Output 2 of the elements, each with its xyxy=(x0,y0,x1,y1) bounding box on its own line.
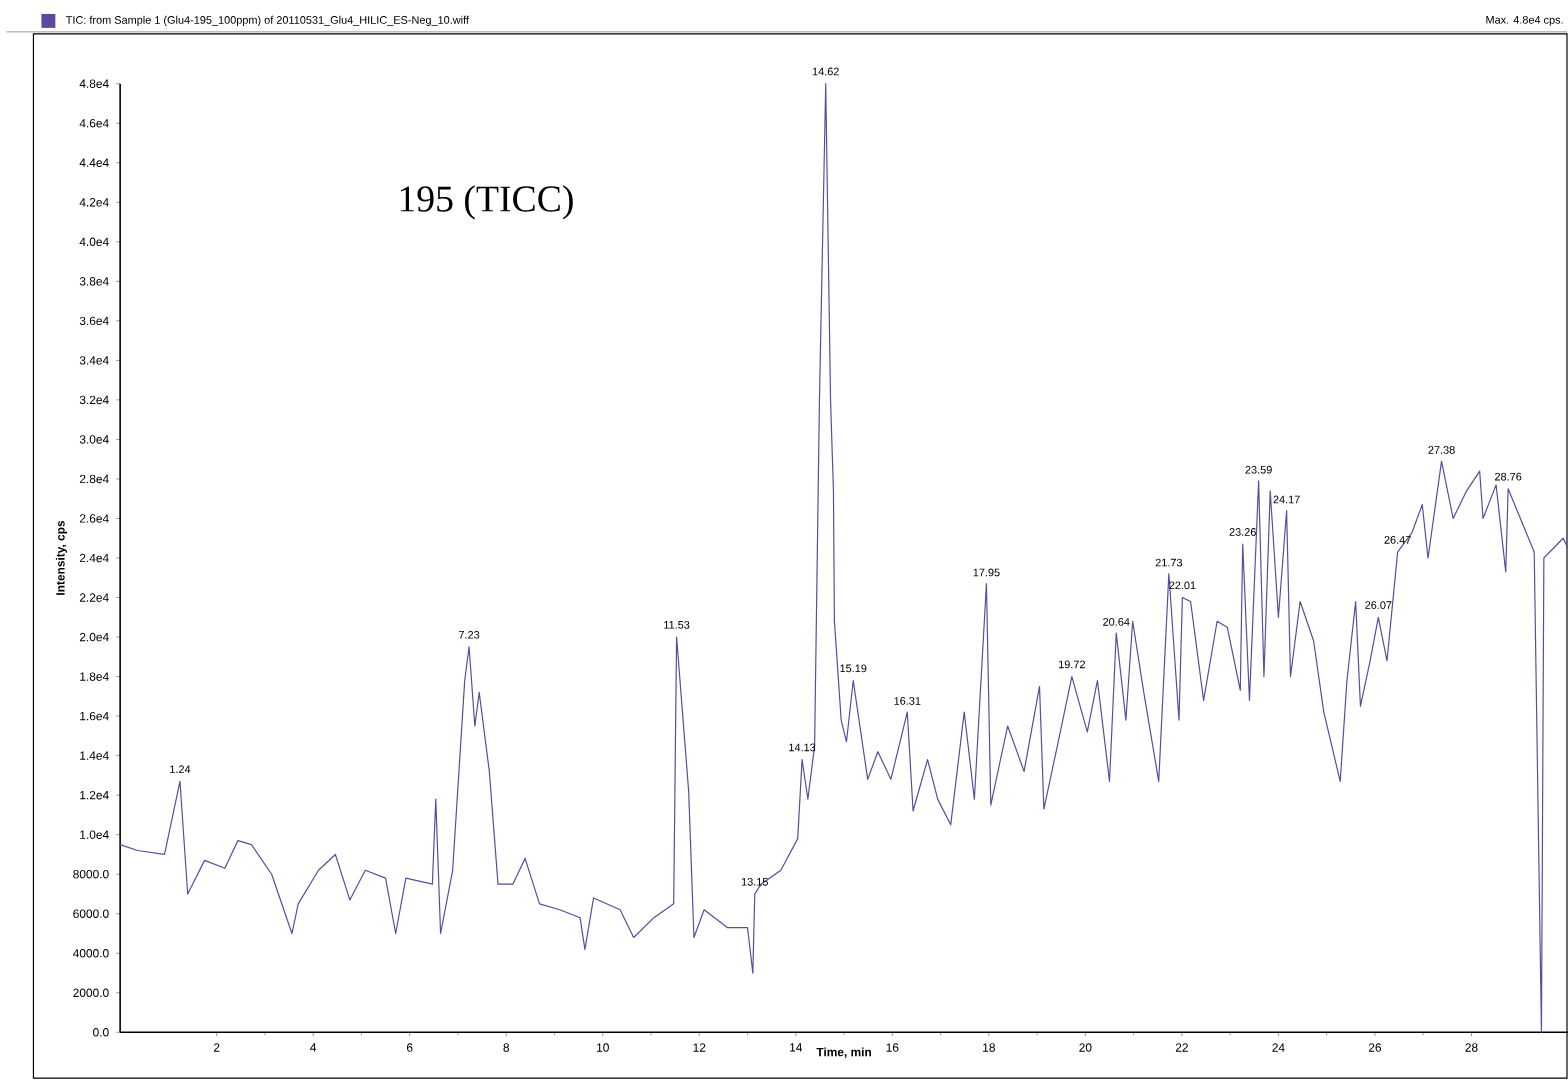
text: 195 (TICC) xyxy=(400,185,573,220)
line-series xyxy=(119,83,1568,1033)
